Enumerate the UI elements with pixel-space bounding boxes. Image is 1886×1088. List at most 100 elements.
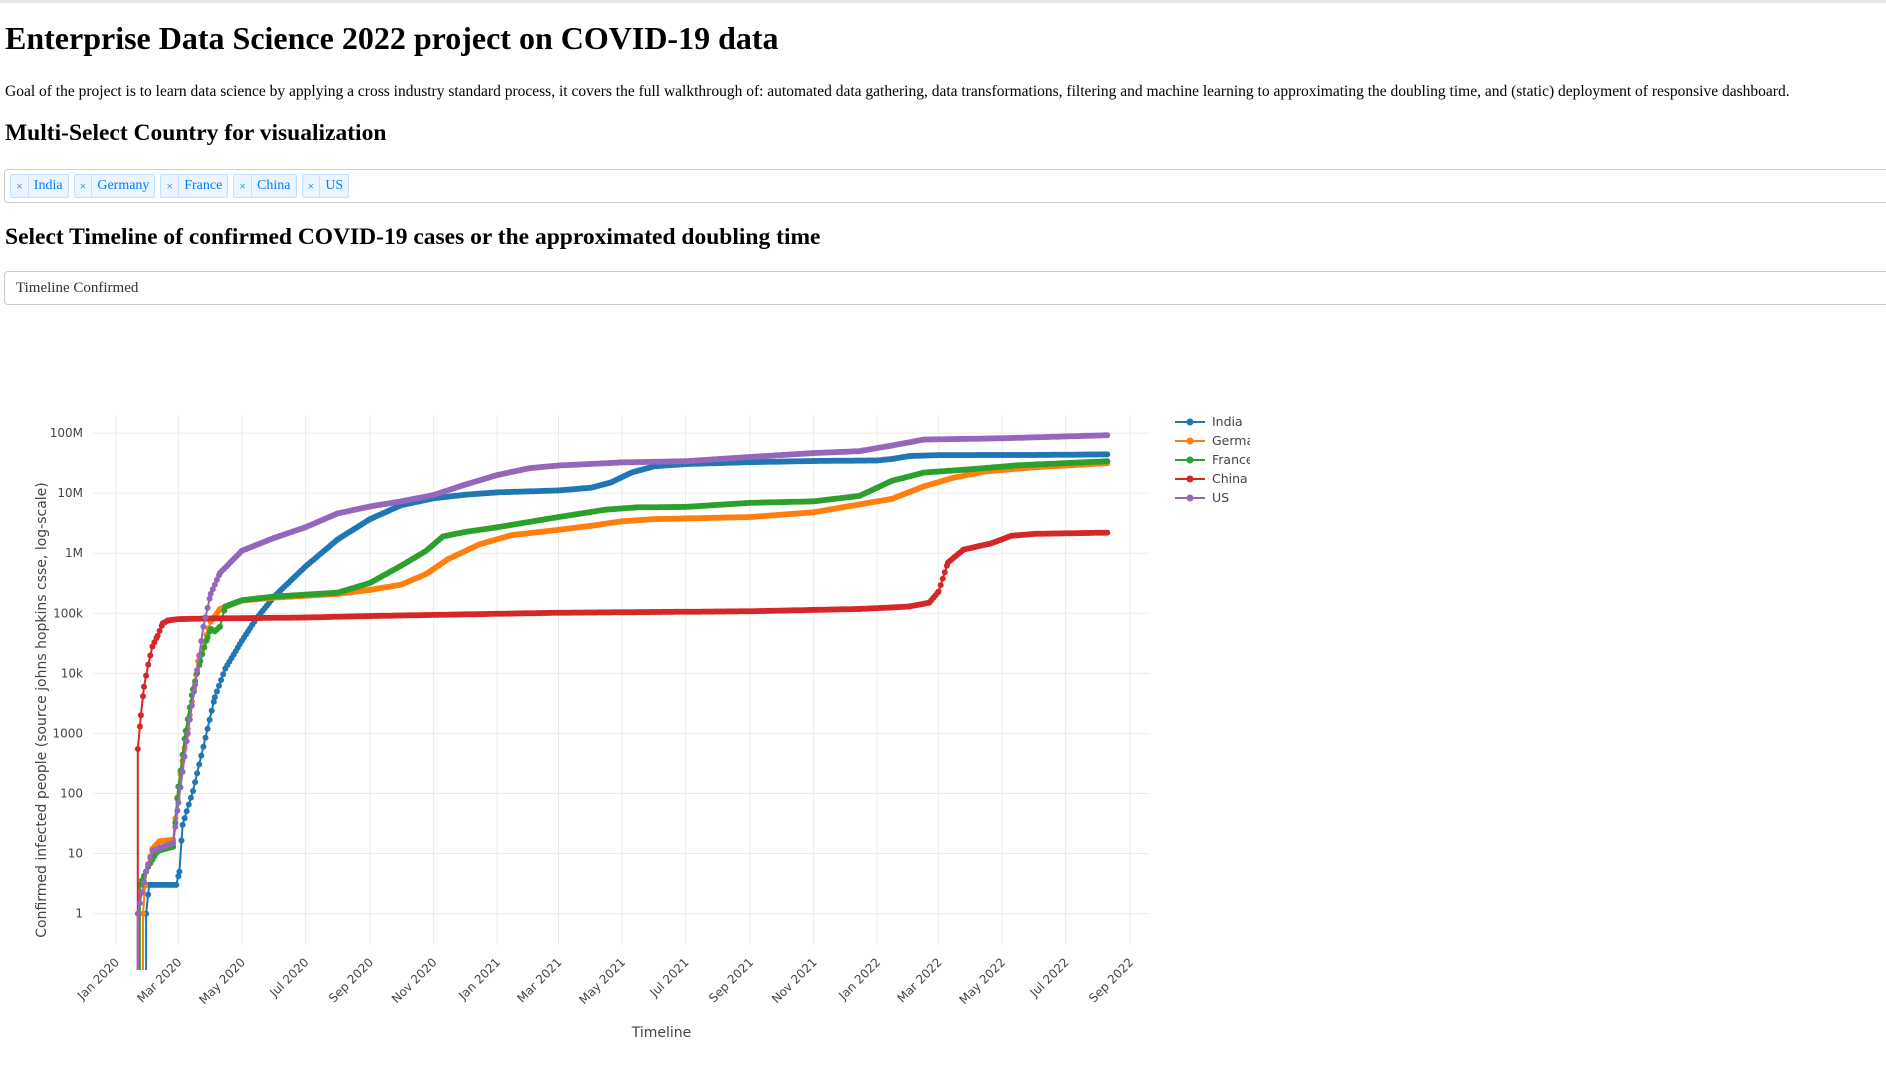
y-tick-label: 10 (68, 847, 83, 861)
y-axis-ticks: 1 10 100 1000 10k 100k 1M 10M 100M (50, 426, 83, 921)
series-marker (186, 716, 193, 723)
series-marker (147, 854, 154, 861)
legend-item-france[interactable]: France (1175, 452, 1250, 467)
series-marker (141, 683, 147, 690)
remove-tag-icon[interactable]: × (11, 175, 29, 197)
series-marker (196, 652, 203, 659)
series-marker (216, 682, 222, 689)
series-marker (179, 768, 186, 775)
page-title: Enterprise Data Science 2022 project on … (5, 20, 779, 56)
series-marker (204, 725, 211, 732)
series-marker (196, 761, 203, 768)
x-tick-label: May 2021 (576, 955, 628, 1007)
series-marker (173, 881, 180, 888)
remove-tag-icon[interactable]: × (303, 175, 321, 197)
country-tag-label: China (257, 178, 291, 193)
x-tick-label: Jan 2022 (835, 955, 883, 1003)
x-tick-label: May 2020 (196, 955, 248, 1007)
series-marker (198, 638, 205, 645)
x-tick-label: Mar 2020 (134, 955, 184, 1005)
top-divider (0, 0, 1886, 3)
series-marker (178, 837, 185, 844)
series-marker (175, 873, 182, 880)
series-marker (137, 712, 144, 719)
series-marker (184, 730, 191, 737)
timeline-dropdown[interactable]: Timeline Confirmed (4, 271, 1886, 305)
series-marker (147, 652, 154, 659)
y-tick-label: 1M (65, 546, 83, 560)
timeline-dropdown-value: Timeline Confirmed (16, 280, 139, 296)
y-tick-label: 1000 (52, 726, 83, 740)
series-marker (141, 879, 147, 886)
country-select-heading: Multi-Select Country for visualization (5, 120, 387, 146)
series-marker (136, 900, 143, 907)
x-tick-label: May 2022 (957, 955, 1009, 1007)
series-marker (179, 821, 186, 828)
series-marker (194, 667, 201, 674)
series-marker (143, 868, 150, 875)
legend-item-germany[interactable]: Germany (1175, 433, 1250, 448)
remove-tag-icon[interactable]: × (234, 175, 253, 197)
legend-marker-icon (1186, 475, 1194, 483)
series-marker (190, 788, 196, 794)
chart-gridlines (93, 415, 1150, 945)
country-tag-label: France (184, 178, 223, 193)
series-marker (204, 634, 211, 641)
series-marker (143, 672, 150, 679)
series-marker (134, 746, 141, 752)
country-tag-china: × China (233, 174, 297, 198)
series-marker (187, 794, 194, 801)
legend-label: China (1212, 471, 1248, 486)
chart-legend[interactable]: India Germany France China US (1175, 414, 1250, 505)
legend-item-india[interactable]: India (1175, 414, 1243, 429)
y-tick-label: 10M (57, 486, 83, 500)
legend-label: France (1212, 452, 1250, 467)
series-marker (185, 801, 192, 808)
series-marker (175, 799, 182, 806)
y-tick-label: 100k (53, 606, 83, 620)
legend-marker-icon (1186, 418, 1194, 426)
country-tag-label: US (325, 178, 344, 193)
series-marker (213, 576, 220, 583)
series-line (136, 531, 1108, 750)
series-marker (935, 588, 942, 595)
x-tick-label: Sep 2022 (1086, 955, 1136, 1005)
series-marker (1104, 529, 1111, 536)
series-marker (192, 779, 199, 786)
series-marker (183, 738, 190, 745)
series-marker (200, 743, 207, 750)
series-marker (220, 671, 227, 678)
series-us (134, 432, 1111, 970)
series-marker (156, 627, 163, 634)
x-axis-title: Timeline (631, 1025, 692, 1040)
series-marker (181, 753, 188, 760)
legend-item-china[interactable]: China (1175, 471, 1248, 486)
x-tick-label: Sep 2020 (326, 955, 376, 1005)
y-tick-label: 100M (50, 426, 83, 440)
series-marker (207, 590, 214, 597)
x-tick-label: Jan 2020 (74, 955, 122, 1003)
x-tick-label: Jul 2022 (1027, 955, 1072, 1000)
series-marker (210, 698, 217, 705)
series-marker (145, 861, 152, 868)
legend-label: Germany (1212, 433, 1250, 448)
series-marker (192, 681, 199, 688)
remove-tag-icon[interactable]: × (75, 175, 93, 197)
country-tag-france: × France (160, 174, 229, 198)
series-marker (174, 807, 181, 814)
y-tick-label: 1 (75, 907, 83, 921)
country-multi-select[interactable]: × India × Germany × France × China × US (4, 169, 1886, 203)
legend-item-us[interactable]: US (1175, 490, 1229, 505)
series-china (134, 529, 1111, 970)
series-marker (202, 614, 209, 621)
series-marker (939, 575, 946, 582)
selected-country-tags: × India × Germany × France × China × US (10, 174, 350, 198)
series-marker (194, 770, 201, 777)
series-marker (211, 694, 218, 701)
series-marker (145, 661, 152, 668)
series-marker (170, 840, 177, 846)
series-marker (177, 784, 184, 791)
remove-tag-icon[interactable]: × (161, 175, 180, 197)
x-tick-label: Jul 2021 (647, 955, 692, 1000)
